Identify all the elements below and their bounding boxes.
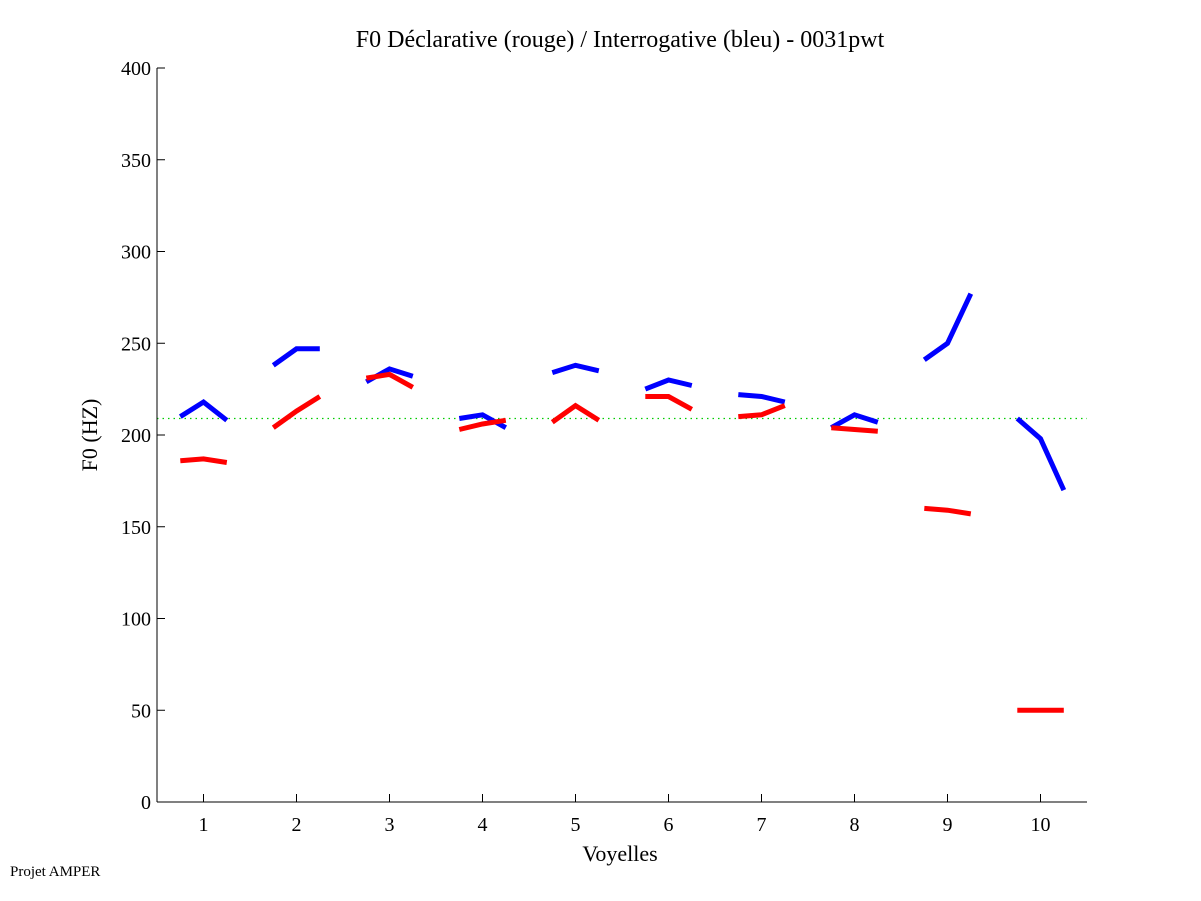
series-declarative [180,371,1064,713]
plot-area [157,292,1087,713]
segment-vowel-2 [271,346,320,368]
y-tick-label: 200 [121,425,151,447]
footer-credit: Projet AMPER [10,864,101,880]
x-tick-label: 9 [943,814,953,836]
x-tick-label: 5 [571,814,581,836]
axes [156,68,1087,803]
y-tick-label: 50 [131,700,151,722]
segment-vowel-6 [644,377,693,392]
segment-vowel-9 [922,292,974,362]
x-ticks: 1 2 3 4 5 6 7 8 9 10 [199,794,1051,836]
x-tick-label: 7 [757,814,767,836]
x-tick-label: 10 [1031,814,1051,836]
x-tick-label: 8 [850,814,860,836]
segment-vowel-1 [180,456,228,465]
segment-vowel-4 [458,417,507,432]
segment-vowel-9 [924,505,972,517]
y-tick-label: 300 [121,242,151,264]
segment-vowel-2 [271,394,322,430]
series-interrogative [178,292,1067,492]
y-tick-label: 150 [121,517,151,539]
segment-vowel-10 [1015,416,1067,492]
x-tick-label: 2 [292,814,302,836]
segment-vowel-8 [831,425,878,434]
segment-vowel-7 [738,392,786,405]
y-tick-label: 250 [121,333,151,355]
segment-vowel-1 [178,398,229,423]
y-tick-label: 350 [121,150,151,172]
y-ticks: 0 50 100 150 200 250 300 350 400 [121,58,165,814]
y-tick-label: 0 [141,792,151,814]
x-tick-label: 3 [385,814,395,836]
x-tick-label: 1 [199,814,209,836]
y-tick-label: 100 [121,609,151,631]
segment-vowel-8 [830,412,879,430]
x-axis-title: Voyelles [582,841,657,866]
segment-vowel-3 [365,371,415,390]
x-tick-label: 4 [478,814,488,836]
segment-vowel-6 [645,394,694,412]
x-tick-label: 6 [664,814,674,836]
segment-vowel-5 [551,362,600,375]
chart-title: F0 Déclarative (rouge) / Interrogative (… [356,27,885,53]
y-axis-title: F0 (HZ) [77,399,102,472]
segment-vowel-7 [738,403,786,420]
y-tick-label: 400 [121,58,151,80]
segment-vowel-5 [550,402,601,425]
